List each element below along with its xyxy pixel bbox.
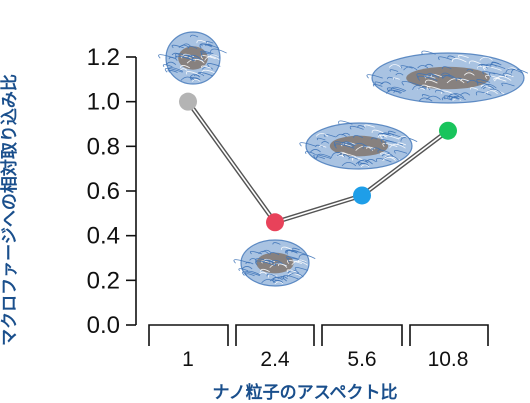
y-tick-label: 0.6 bbox=[87, 178, 120, 205]
y-tick-label: 1.0 bbox=[87, 89, 120, 116]
sphere-particle-1 bbox=[158, 31, 227, 85]
series-line bbox=[179, 92, 457, 232]
x-bracket bbox=[148, 324, 229, 346]
y-tick-label: 0.0 bbox=[87, 312, 120, 339]
x-bracket bbox=[235, 324, 315, 346]
series-line-inner bbox=[187, 101, 449, 224]
particle-2.4 bbox=[233, 239, 316, 287]
x-tick-label: 2.4 bbox=[260, 348, 290, 371]
y-tick-label: 0.2 bbox=[87, 267, 120, 294]
data-point bbox=[439, 121, 457, 140]
y-tick-label: 0.4 bbox=[87, 223, 120, 250]
nanoparticle-illustrations bbox=[158, 31, 529, 287]
data-point bbox=[353, 186, 371, 205]
data-point bbox=[266, 213, 284, 232]
particle-10.8 bbox=[366, 50, 529, 104]
x-bracket bbox=[409, 324, 489, 346]
x-axis-title: ナノ粒子のアスペクト比 bbox=[213, 382, 398, 403]
y-tick-label: 0.8 bbox=[87, 133, 120, 160]
x-axis: 1 2.4 5.6 10.8 bbox=[148, 324, 489, 371]
x-tick-label: 5.6 bbox=[347, 348, 376, 371]
y-axis-title: マクロファージへの相対取り込み比 bbox=[0, 74, 20, 346]
x-tick-label: 10.8 bbox=[428, 348, 469, 371]
x-tick-label: 1 bbox=[182, 348, 194, 371]
y-tick-label: 1.2 bbox=[87, 44, 120, 71]
y-axis: 0.0 0.2 0.4 0.6 0.8 1.0 1.2 bbox=[87, 44, 137, 339]
series-line-outer bbox=[186, 100, 450, 225]
x-bracket bbox=[321, 324, 403, 346]
data-point bbox=[179, 92, 197, 111]
particle-5.6 bbox=[299, 120, 418, 170]
